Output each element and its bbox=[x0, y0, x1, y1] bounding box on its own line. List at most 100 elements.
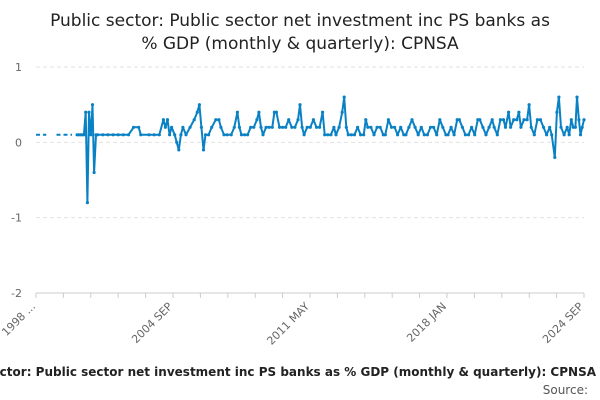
data-point bbox=[184, 133, 188, 137]
data-point bbox=[541, 125, 546, 129]
data-point bbox=[416, 133, 420, 137]
data-point bbox=[550, 133, 554, 137]
y-tick-label: 0 bbox=[15, 136, 22, 149]
data-point bbox=[567, 133, 571, 137]
data-point bbox=[410, 118, 414, 122]
data-point bbox=[478, 118, 482, 122]
data-point bbox=[532, 133, 536, 137]
data-point bbox=[252, 125, 256, 129]
data-point bbox=[82, 133, 86, 137]
data-point bbox=[239, 133, 244, 137]
data-point bbox=[372, 133, 376, 137]
data-point bbox=[545, 133, 549, 137]
data-point bbox=[484, 133, 488, 137]
data-point bbox=[559, 125, 563, 129]
data-point bbox=[575, 95, 579, 99]
data-point bbox=[89, 133, 93, 137]
data-point bbox=[284, 125, 288, 129]
data-point bbox=[326, 133, 330, 137]
data-point bbox=[375, 125, 379, 129]
data-point bbox=[522, 118, 526, 122]
data-point bbox=[378, 125, 382, 129]
data-point bbox=[195, 110, 199, 114]
data-point bbox=[222, 133, 226, 137]
data-point bbox=[555, 110, 559, 114]
data-point bbox=[152, 133, 156, 137]
data-point bbox=[404, 133, 408, 137]
data-point bbox=[344, 125, 348, 129]
data-point bbox=[428, 125, 433, 129]
data-point bbox=[364, 118, 368, 122]
data-point bbox=[332, 125, 336, 129]
data-point bbox=[287, 118, 291, 122]
data-point bbox=[229, 133, 233, 137]
data-point bbox=[264, 125, 268, 129]
chart-title-line-1: Public sector: Public sector net investm… bbox=[50, 11, 550, 31]
data-point bbox=[192, 118, 196, 122]
data-point bbox=[441, 125, 445, 129]
data-point bbox=[168, 133, 172, 137]
data-point bbox=[498, 118, 502, 122]
data-point bbox=[246, 133, 250, 137]
data-point bbox=[352, 133, 357, 137]
data-point bbox=[340, 110, 344, 114]
data-point bbox=[517, 110, 521, 114]
data-point bbox=[452, 133, 456, 137]
data-point bbox=[157, 133, 161, 137]
data-point bbox=[393, 125, 397, 129]
y-tick-label: 1 bbox=[15, 61, 22, 74]
data-point bbox=[232, 125, 236, 129]
data-point bbox=[214, 118, 218, 122]
data-point bbox=[298, 103, 302, 107]
data-point bbox=[170, 125, 174, 129]
data-point bbox=[356, 125, 360, 129]
data-point bbox=[507, 110, 511, 114]
data-point bbox=[281, 125, 285, 129]
data-point bbox=[111, 133, 115, 137]
data-point bbox=[199, 125, 203, 129]
data-point bbox=[457, 118, 461, 122]
data-point bbox=[396, 133, 400, 137]
data-point bbox=[487, 125, 491, 129]
data-point bbox=[538, 118, 543, 122]
data-point bbox=[577, 118, 581, 122]
data-point bbox=[473, 133, 477, 137]
data-point bbox=[432, 125, 436, 129]
data-point bbox=[237, 125, 241, 129]
data-point bbox=[255, 118, 259, 122]
data-point bbox=[470, 125, 474, 129]
data-point bbox=[463, 133, 467, 137]
x-axis: 1998 ... 2004 SEP 2011 MAY 2018 JAN 2024 SEP bbox=[0, 293, 586, 348]
x-tick-label: 2004 SEP bbox=[129, 300, 175, 346]
data-point bbox=[87, 110, 91, 114]
data-point bbox=[383, 133, 387, 137]
x-tick-label: 2024 SEP bbox=[540, 300, 586, 346]
data-point bbox=[321, 110, 325, 114]
y-tick-label: -1 bbox=[11, 212, 22, 225]
source-label: Source: bbox=[543, 383, 588, 397]
data-point bbox=[203, 133, 208, 137]
data-point bbox=[446, 133, 450, 137]
data-point bbox=[179, 133, 183, 137]
data-point bbox=[501, 118, 506, 122]
data-point bbox=[509, 125, 513, 129]
data-point bbox=[219, 125, 223, 129]
data-point bbox=[466, 133, 471, 137]
data-point bbox=[137, 125, 141, 129]
data-point bbox=[85, 201, 89, 205]
data-point bbox=[553, 155, 557, 159]
x-tick-label: 2011 MAY bbox=[264, 300, 312, 348]
data-point bbox=[435, 133, 439, 137]
data-point bbox=[413, 125, 417, 129]
data-point bbox=[569, 118, 573, 122]
data-point bbox=[311, 118, 315, 122]
data-point bbox=[346, 133, 350, 137]
data-point bbox=[495, 133, 499, 137]
data-point bbox=[163, 125, 167, 129]
data-point bbox=[425, 133, 429, 137]
data-point bbox=[573, 125, 578, 129]
data-point bbox=[177, 148, 181, 152]
series-layer bbox=[36, 95, 586, 205]
data-point bbox=[492, 125, 496, 129]
data-point bbox=[438, 118, 442, 122]
